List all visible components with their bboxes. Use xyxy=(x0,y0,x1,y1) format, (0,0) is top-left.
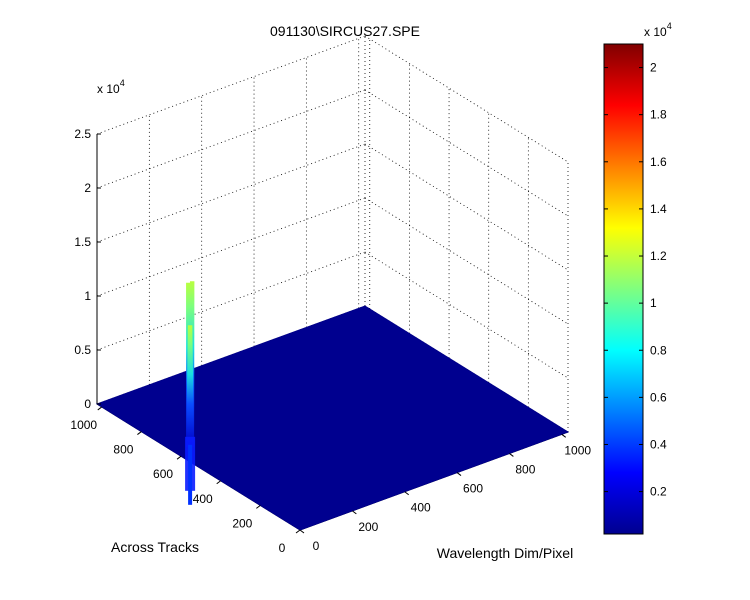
colorbar-tick-label: 1.8 xyxy=(650,108,667,122)
back-wall-grid-z xyxy=(96,143,366,243)
x-tick-mark xyxy=(299,529,305,534)
side-wall-grid-z xyxy=(364,89,569,217)
surface-plane xyxy=(95,305,570,531)
y-tick-mark xyxy=(295,529,301,534)
y-tick-label: 200 xyxy=(232,516,252,530)
x-axis-label: Wavelength Dim/Pixel xyxy=(437,545,573,561)
colorbar-ticks: 0.2 0.4 0.6 0.8 1 1.2 1.4 1.6 1.8 2 xyxy=(604,61,667,499)
z-tick-label: 2.5 xyxy=(74,127,91,141)
z-tick-label: 1.5 xyxy=(74,235,91,249)
y-tick-mark xyxy=(216,480,222,485)
colorbar-tick-label: 1.2 xyxy=(650,249,667,263)
colorbar-exponent-label: x 104 xyxy=(644,21,672,39)
z-tick-label: 0.5 xyxy=(74,343,91,357)
x-tick-mark xyxy=(509,453,514,457)
z-tick-label: 0 xyxy=(84,397,91,411)
z-tick-label: 2 xyxy=(84,181,91,195)
y-tick-label: 400 xyxy=(193,492,213,506)
colorbar-tick-label: 1.6 xyxy=(650,155,667,169)
y-tick-mark xyxy=(176,455,182,460)
colorbar-tick-label: 1.4 xyxy=(650,202,667,216)
z-exponent-label: x 104 xyxy=(97,78,125,96)
x-tick-mark xyxy=(561,433,567,438)
x-tick-label: 200 xyxy=(358,520,378,534)
x-tick-label: 400 xyxy=(411,501,431,515)
colorbar-tick-label: 0.6 xyxy=(650,390,667,404)
colorbar-tick-label: 2 xyxy=(650,61,657,75)
x-tick-label: 1000 xyxy=(564,443,591,457)
back-wall-grid-z xyxy=(96,35,366,135)
y-tick-label: 1000 xyxy=(70,418,97,432)
colorbar-tick-label: 1 xyxy=(650,296,657,310)
x-tick-label: 0 xyxy=(313,539,320,553)
z-tick-label: 1 xyxy=(84,289,91,303)
side-wall-grid-z xyxy=(364,197,569,325)
colorbar: 0.2 0.4 0.6 0.8 1 1.2 1.4 1.6 1.8 2 x 104 xyxy=(603,21,672,535)
x-tick-label: 800 xyxy=(515,462,535,476)
back-wall-grid-z xyxy=(96,197,366,297)
y-axis-label: Across Tracks xyxy=(111,539,199,555)
back-wall-grid-z xyxy=(96,89,366,189)
y-tick-label: 0 xyxy=(279,541,286,555)
surface-peak-streak xyxy=(188,444,193,505)
grid-lines xyxy=(96,35,569,531)
chart-title: 091130\SIRCUS27.SPE xyxy=(270,23,420,39)
colorbar-tick-label: 0.4 xyxy=(650,437,667,451)
colorbar-tick-label: 0.2 xyxy=(650,485,667,499)
y-tick-mark xyxy=(256,504,261,509)
colorbar-gradient xyxy=(603,43,644,535)
x-tick-label: 600 xyxy=(463,482,483,496)
x-tick-mark xyxy=(456,472,462,476)
y-tick-label: 600 xyxy=(153,467,173,481)
side-wall-grid-z xyxy=(364,143,569,271)
tick-labels: 0 200 400 600 800 1000 0 200 400 600 800 1000 0 0.5 1 1… xyxy=(70,127,591,555)
surface xyxy=(95,281,570,531)
side-wall-grid-z xyxy=(364,35,569,163)
y-tick-label: 800 xyxy=(113,443,133,457)
x-tick-mark xyxy=(352,510,357,515)
y-tick-mark xyxy=(137,431,142,435)
x-tick-mark xyxy=(404,491,409,496)
colorbar-tick-label: 0.8 xyxy=(650,343,667,357)
y-tick-mark xyxy=(97,406,103,411)
surface-peak xyxy=(186,325,195,447)
